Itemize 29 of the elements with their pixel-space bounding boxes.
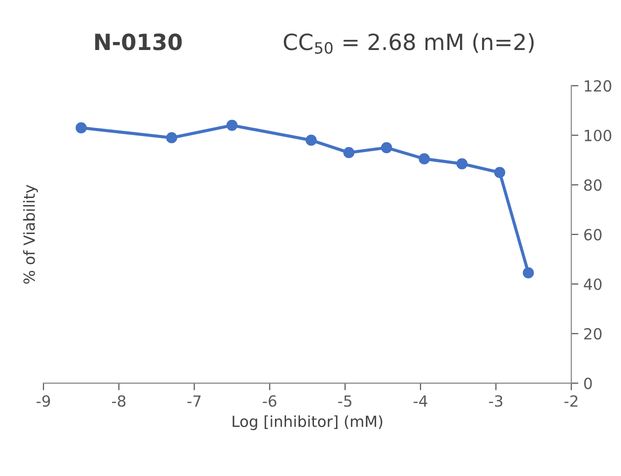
chart-title: N-0130 xyxy=(95,33,182,50)
point xyxy=(226,120,238,131)
y-tick-label: 60 xyxy=(584,228,602,240)
x-tick-label: -3 xyxy=(489,395,502,407)
point xyxy=(381,142,392,154)
y-tick-label: 80 xyxy=(584,179,602,191)
point xyxy=(343,147,354,158)
x-tick-label: -8 xyxy=(112,395,126,407)
y-tick-label: 20 xyxy=(584,328,602,340)
x-tick-label: -7 xyxy=(187,395,201,407)
point xyxy=(306,134,317,146)
point xyxy=(494,166,506,178)
x-tick-label: -4 xyxy=(414,395,428,407)
point xyxy=(456,158,468,170)
point xyxy=(418,153,430,164)
point xyxy=(166,132,178,144)
y-tick-label: 100 xyxy=(584,130,612,142)
x-axis-title: Log [inhibitor] (mM) xyxy=(232,415,382,430)
y-tick-label: 0 xyxy=(584,378,592,390)
point xyxy=(76,122,87,134)
point xyxy=(522,267,534,278)
x-tick-label: -2 xyxy=(564,395,578,407)
x-tick-label: -9 xyxy=(36,395,50,407)
chart-subtitle: CC$_{50}$ = 2.68 mM (n=2) xyxy=(284,33,534,54)
y-tick-label: 120 xyxy=(584,80,612,92)
y-tick-label: 40 xyxy=(584,278,602,290)
x-tick-label: -5 xyxy=(338,395,352,407)
y-axis-title: % of Viability xyxy=(23,184,38,284)
x-tick-label: -6 xyxy=(262,395,276,407)
